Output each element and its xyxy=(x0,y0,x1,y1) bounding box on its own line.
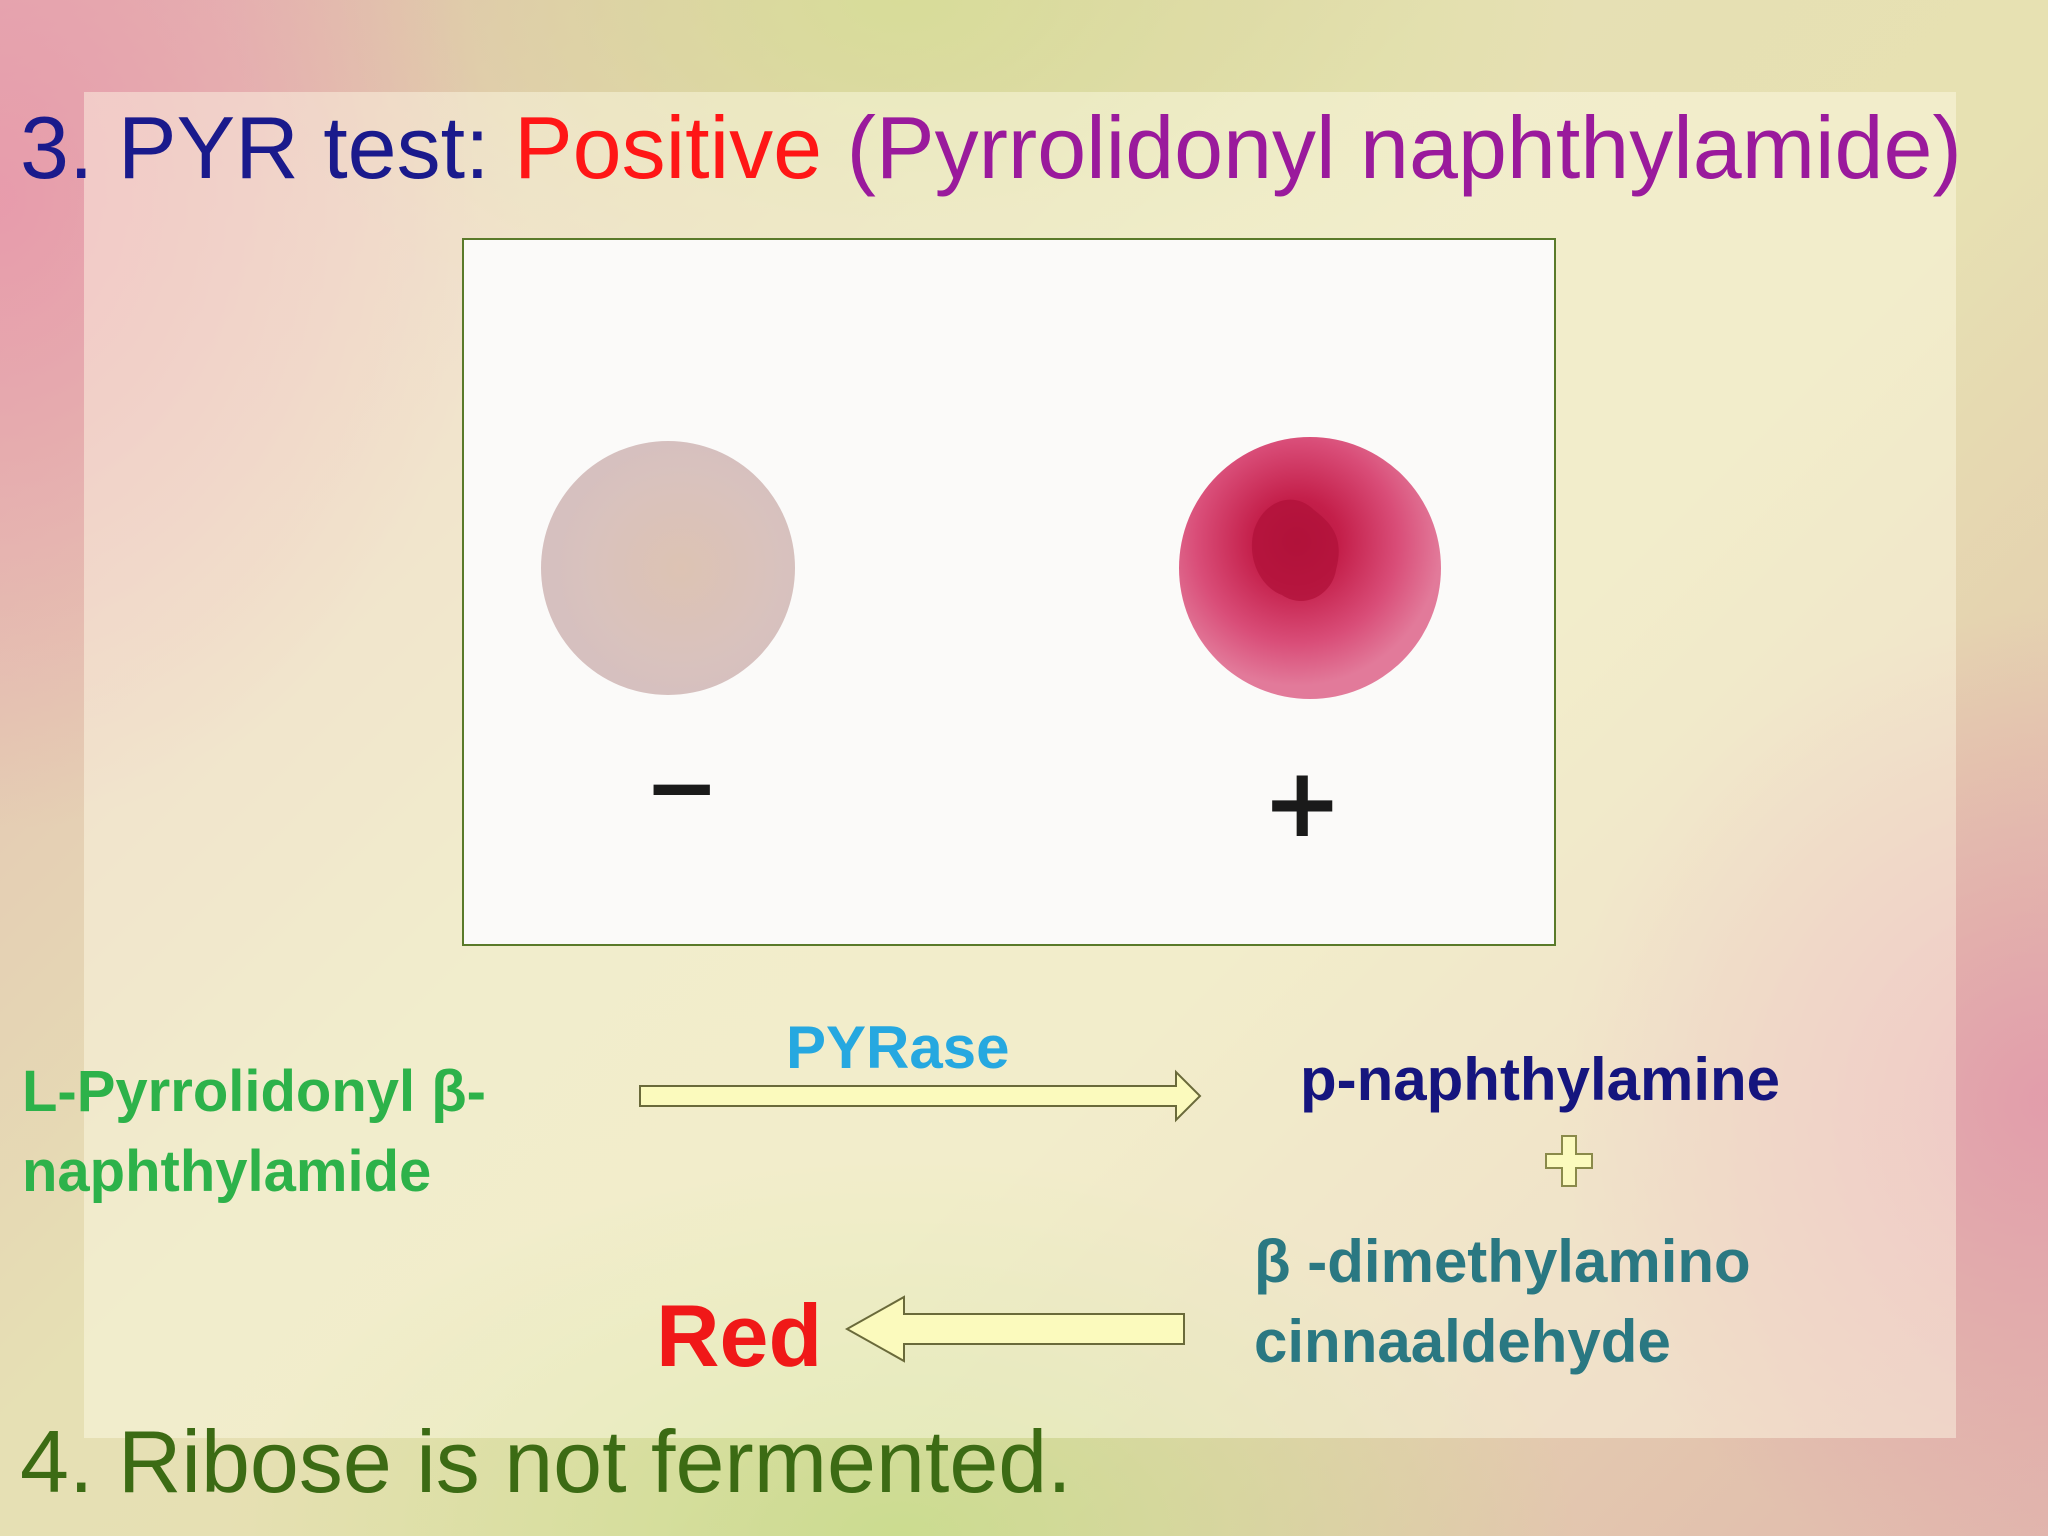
slide-title: 3. PYR test: Positive (Pyrrolidonyl naph… xyxy=(20,104,1962,192)
enzyme-label: PYRase xyxy=(786,1014,1010,1081)
product-label: p-naphthylamine xyxy=(1300,1046,1781,1113)
title-test-name: 3. PYR test: xyxy=(20,98,490,197)
arrow-right-icon xyxy=(639,1069,1202,1123)
arrow-left-icon xyxy=(844,1295,1185,1363)
positive-label: + xyxy=(1262,747,1342,859)
title-result: Positive xyxy=(513,98,823,197)
negative-disc xyxy=(541,441,795,695)
reagent-line-1: β -dimethylamino xyxy=(1254,1228,1751,1295)
footer-text: 4. Ribose is not fermented. xyxy=(20,1412,1072,1511)
pyr-test-photo: − + xyxy=(462,238,1556,946)
reagent-line-2: cinnaaldehyde xyxy=(1254,1308,1671,1375)
substrate-line-2: naphthylamide xyxy=(22,1139,432,1204)
substrate-label: L-Pyrrolidonyl β- naphthylamide xyxy=(22,1052,622,1212)
reagent-label: β -dimethylamino cinnaaldehyde xyxy=(1254,1222,1894,1382)
title-parenthetical: (Pyrrolidonyl naphthylamide) xyxy=(846,98,1962,197)
result-label: Red xyxy=(656,1286,823,1385)
plus-icon xyxy=(1545,1135,1593,1187)
substrate-line-1: L-Pyrrolidonyl β- xyxy=(22,1059,486,1124)
negative-label: − xyxy=(644,735,719,840)
